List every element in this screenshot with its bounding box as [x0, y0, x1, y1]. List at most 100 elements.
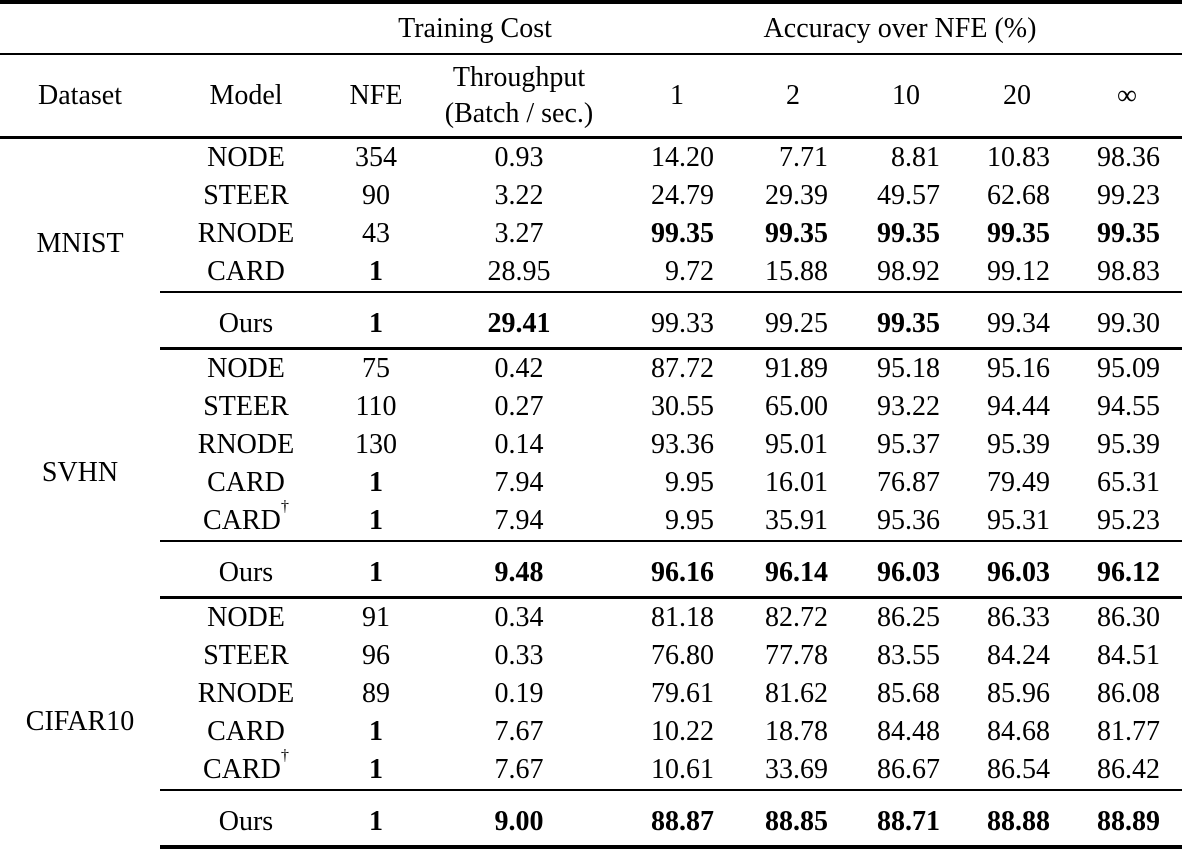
table-header: Training Cost Accuracy over NFE (%) Data…	[0, 2, 1182, 139]
accuracy-cell: 86.33	[987, 602, 1050, 633]
throughput-cell: 3.22	[494, 180, 544, 211]
model-cell: Ours	[160, 291, 332, 350]
model-cell: CARD†	[203, 745, 289, 785]
accuracy-cell: 85.68	[877, 678, 940, 709]
accuracy-cell: 96.03	[962, 540, 1072, 599]
throughput-cell: 28.95	[487, 256, 551, 287]
accuracy-cell: 81.18	[651, 602, 714, 633]
accuracy-cell: 95.37	[877, 429, 940, 460]
accuracy-cell: 98.36	[1097, 142, 1160, 173]
accuracy-cell: 10.83	[987, 142, 1050, 173]
throughput-cell: 29.41	[420, 291, 618, 350]
accuracy-cell: 15.88	[765, 256, 828, 287]
accuracy-cell: 93.22	[877, 391, 940, 422]
column-header-throughput: Throughput (Batch / sec.)	[420, 54, 618, 139]
nfe-cell: 96	[362, 640, 390, 671]
nfe-cell: 90	[362, 180, 390, 211]
dagger-superscript: †	[280, 745, 289, 764]
throughput-cell: 0.27	[494, 391, 544, 422]
accuracy-cell: 79.49	[987, 467, 1050, 498]
accuracy-cell: 14.20	[651, 142, 714, 173]
accuracy-cell: 16.01	[765, 467, 828, 498]
column-header-nfe-20: 20	[962, 54, 1072, 139]
nfe-cell: 91	[362, 602, 390, 633]
throughput-cell: 9.00	[420, 789, 618, 849]
throughput-cell: 7.67	[494, 716, 544, 747]
model-row: CARD 1 7.67 10.22 18.78 84.48 84.68 81.77	[0, 713, 1182, 751]
model-cell: STEER	[203, 640, 289, 671]
accuracy-cell: 99.25	[736, 291, 850, 350]
accuracy-cell: 98.92	[877, 256, 940, 287]
accuracy-cell: 35.91	[765, 505, 828, 536]
model-row: CARD† 1 7.67 10.61 33.69 86.67 86.54 86.42	[0, 745, 1182, 790]
accuracy-cell: 99.35	[1097, 218, 1160, 249]
column-header-model: Model	[160, 54, 332, 139]
accuracy-cell: 86.67	[877, 754, 940, 785]
accuracy-cell: 9.95	[665, 505, 714, 536]
accuracy-cell: 9.95	[665, 467, 714, 498]
throughput-cell: 9.48	[420, 540, 618, 599]
model-row: MNIST NODE 354 0.93 14.20 7.71 8.81 10.83 98.36	[0, 138, 1182, 258]
accuracy-cell: 99.23	[1097, 180, 1160, 211]
accuracy-cell: 29.39	[765, 180, 828, 211]
dataset-cell: SVHN	[41, 457, 119, 488]
throughput-cell: 0.14	[494, 429, 544, 460]
nfe-cell: 1	[369, 256, 383, 287]
model-cell: NODE	[207, 353, 285, 384]
column-header-nfe: NFE	[332, 54, 420, 139]
model-cell: STEER	[203, 180, 289, 211]
nfe-cell: 43	[362, 218, 390, 249]
accuracy-cell: 24.79	[651, 180, 714, 211]
model-row: CARD 1 28.95 9.72 15.88 98.92 99.12 98.83	[0, 253, 1182, 292]
model-row: STEER 96 0.33 76.80 77.78 83.55 84.24 84.51	[0, 637, 1182, 675]
column-header-dataset: Dataset	[0, 54, 160, 139]
accuracy-cell: 86.42	[1097, 754, 1160, 785]
throughput-cell: 7.94	[494, 467, 544, 498]
nfe-cell: 354	[355, 142, 397, 173]
accuracy-cell: 85.96	[987, 678, 1050, 709]
accuracy-cell: 86.25	[877, 602, 940, 633]
nfe-cell: 1	[369, 754, 383, 785]
accuracy-cell: 99.34	[962, 291, 1072, 350]
throughput-cell: 0.34	[494, 602, 544, 633]
accuracy-cell: 65.00	[765, 391, 828, 422]
accuracy-cell: 76.80	[651, 640, 714, 671]
throughput-cell: 7.67	[494, 754, 544, 785]
accuracy-cell: 95.01	[765, 429, 828, 460]
accuracy-cell: 81.77	[1097, 716, 1160, 747]
model-cell: Ours	[160, 540, 332, 599]
nfe-cell: 1	[332, 291, 420, 350]
accuracy-cell: 99.30	[1072, 291, 1182, 350]
accuracy-cell: 88.89	[1072, 789, 1182, 849]
nfe-cell: 1	[369, 716, 383, 747]
accuracy-cell: 94.44	[987, 391, 1050, 422]
accuracy-cell: 7.71	[779, 142, 828, 173]
ours-row: Ours 1 9.00 88.87 88.85 88.71 88.88 88.89	[0, 789, 1182, 849]
accuracy-cell: 95.39	[1097, 429, 1160, 460]
accuracy-cell: 96.14	[736, 540, 850, 599]
accuracy-cell: 99.35	[987, 218, 1050, 249]
accuracy-cell: 95.31	[987, 505, 1050, 536]
accuracy-cell: 86.30	[1097, 602, 1160, 633]
accuracy-cell: 86.08	[1097, 678, 1160, 709]
accuracy-cell: 8.81	[891, 142, 940, 173]
throughput-line2: (Batch / sec.)	[444, 97, 594, 129]
accuracy-cell: 87.72	[651, 353, 714, 384]
accuracy-cell: 86.54	[987, 754, 1050, 785]
accuracy-cell: 84.24	[987, 640, 1050, 671]
model-row: STEER 90 3.22 24.79 29.39 49.57 62.68 99.23	[0, 177, 1182, 215]
throughput-cell: 0.33	[494, 640, 544, 671]
accuracy-cell: 96.12	[1072, 540, 1182, 599]
model-cell: NODE	[207, 142, 285, 173]
accuracy-cell: 91.89	[765, 353, 828, 384]
nfe-cell: 75	[362, 353, 390, 384]
ours-row: Ours 1 29.41 99.33 99.25 99.35 99.34 99.30	[0, 291, 1182, 350]
column-header-nfe-1: 1	[618, 54, 736, 139]
accuracy-cell: 30.55	[651, 391, 714, 422]
accuracy-cell: 10.61	[651, 754, 714, 785]
accuracy-cell: 10.22	[651, 716, 714, 747]
column-header-nfe-10: 10	[850, 54, 962, 139]
accuracy-cell: 95.18	[877, 353, 940, 384]
column-header-nfe-2: 2	[736, 54, 850, 139]
nfe-cell: 1	[332, 540, 420, 599]
